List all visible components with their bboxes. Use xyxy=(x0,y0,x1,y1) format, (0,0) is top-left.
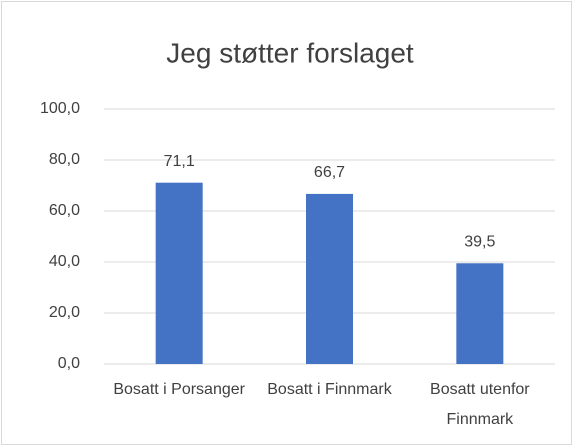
data-label: 71,1 xyxy=(164,153,195,170)
y-tick-label: 80,0 xyxy=(49,151,80,168)
x-tick-label: Bosatt utenfor Finnmark xyxy=(430,381,530,428)
y-tick-label: 40,0 xyxy=(49,253,80,270)
bar xyxy=(306,193,353,364)
y-tick-label: 20,0 xyxy=(49,304,80,321)
y-tick-label: 60,0 xyxy=(49,202,80,219)
chart-title: Jeg støtter forslaget xyxy=(166,37,414,68)
data-label: 39,5 xyxy=(464,233,495,250)
data-label: 66,7 xyxy=(314,164,345,181)
x-tick-label: Bosatt i Porsanger xyxy=(113,381,245,398)
y-tick-label: 0,0 xyxy=(58,355,80,372)
bar xyxy=(155,182,203,364)
x-tick-label: Bosatt i Finnmark xyxy=(267,381,392,398)
y-tick-label: 100,0 xyxy=(40,100,80,117)
bar xyxy=(456,263,504,364)
